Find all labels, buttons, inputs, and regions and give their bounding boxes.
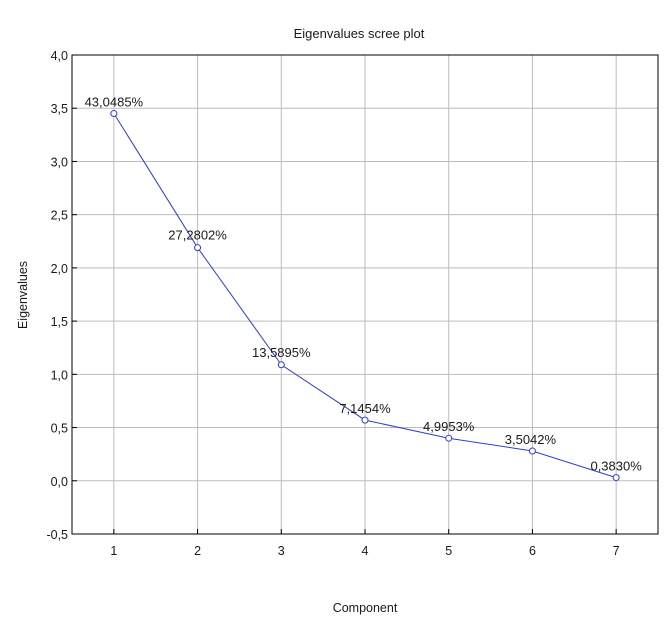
x-tick-label: 3 (278, 544, 285, 558)
x-tick-label: 2 (194, 544, 201, 558)
data-point (277, 361, 285, 369)
data-point (194, 244, 202, 252)
data-label: 3,5042% (505, 432, 557, 447)
y-tick-label: 0,5 (51, 422, 68, 436)
data-point (528, 447, 536, 455)
x-tick-label: 5 (445, 544, 452, 558)
y-axis-label: Eigenvalues (16, 261, 30, 329)
x-tick-label: 7 (613, 544, 620, 558)
y-tick-label: 3,5 (51, 102, 68, 116)
data-point (445, 434, 453, 442)
data-point (612, 474, 620, 482)
axes: 1 2 3 4 5 6 7 -0,5 0,0 0,5 1,0 1,5 2,0 2,5 3,0 3,5 4,0 (46, 49, 619, 558)
data-point (361, 416, 369, 424)
y-tick-label: 1,0 (51, 368, 68, 382)
data-label: 0,3830% (590, 459, 642, 474)
y-tick-label: 2,0 (51, 262, 68, 276)
data-label: 43,0485% (85, 95, 144, 110)
grid-lines (72, 55, 658, 534)
x-tick-label: 6 (529, 544, 536, 558)
data-point (110, 110, 118, 118)
y-tick-label: 1,5 (51, 315, 68, 329)
x-axis-label: Component (333, 601, 398, 615)
data-label: 27,2802% (168, 228, 227, 243)
y-tick-label: 4,0 (51, 49, 68, 63)
x-tick-label: 1 (110, 544, 117, 558)
y-tick-label: 2,5 (51, 209, 68, 223)
data-labels: 43,0485% 27,2802% 13,5895% 7,1454% 4,9953% 3,… (85, 95, 643, 474)
y-tick-label: -0,5 (46, 528, 68, 542)
chart-title: Eigenvalues scree plot (294, 26, 425, 41)
x-tick-label: 4 (362, 544, 369, 558)
y-tick-label: 0,0 (51, 475, 68, 489)
data-label: 13,5895% (252, 345, 311, 360)
data-label: 7,1454% (339, 401, 391, 416)
y-tick-label: 3,0 (51, 155, 68, 169)
series (110, 110, 620, 482)
data-label: 4,9953% (423, 419, 475, 434)
